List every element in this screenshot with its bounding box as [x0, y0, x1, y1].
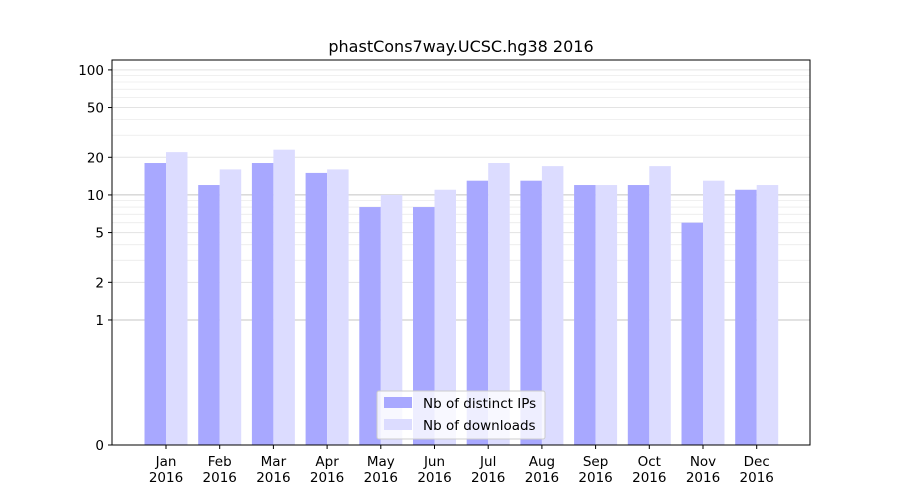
bar-downloads	[541, 166, 564, 445]
bar-downloads	[327, 169, 349, 445]
x-axis: Jan2016Feb2016Mar2016Apr2016May2016Jun20…	[149, 445, 774, 486]
x-tick-label-month: Sep	[583, 454, 608, 470]
y-tick-label: 2	[95, 275, 104, 291]
bar-downloads	[488, 163, 510, 445]
y-tick-label: 100	[78, 63, 104, 79]
y-tick-label: 5	[95, 226, 104, 242]
x-tick-label-month: Nov	[690, 454, 716, 470]
bar-distinct-ips	[520, 180, 542, 445]
bar-downloads	[380, 194, 403, 445]
bar-distinct-ips	[251, 163, 274, 445]
bar-distinct-ips	[305, 172, 328, 445]
y-tick-label: 50	[87, 101, 104, 117]
x-tick-label-year: 2016	[203, 470, 237, 486]
chart-title: phastCons7way.UCSC.hg38 2016	[328, 37, 593, 56]
y-tick-label: 20	[87, 150, 104, 166]
bars	[144, 149, 779, 446]
bar-distinct-ips	[359, 207, 381, 445]
bar-downloads	[756, 185, 779, 445]
x-tick-label-year: 2016	[310, 470, 344, 486]
x-tick-label-month: Jan	[155, 454, 177, 470]
bar-distinct-ips	[574, 185, 596, 445]
bar-downloads	[273, 149, 295, 446]
legend-box	[376, 390, 546, 440]
bar-distinct-ips	[627, 185, 650, 445]
x-tick-label-year: 2016	[686, 470, 720, 486]
x-tick-label-year: 2016	[417, 470, 451, 486]
bar-distinct-ips	[144, 163, 166, 445]
x-tick-label-year: 2016	[471, 470, 505, 486]
y-tick-label: 0	[95, 438, 104, 454]
legend-label-ips: Nb of distinct IPs	[423, 396, 536, 412]
x-tick-label-month: Jul	[479, 454, 496, 470]
y-tick-label: 10	[87, 188, 104, 204]
plot-frame	[111, 59, 811, 446]
bar-downloads	[219, 169, 242, 445]
x-tick-label-month: Feb	[208, 454, 232, 470]
bar-downloads	[434, 189, 456, 445]
bar-downloads	[595, 185, 618, 445]
x-tick-label-year: 2016	[364, 470, 398, 486]
bar-downloads	[703, 180, 725, 445]
legend-swatch-ips	[384, 397, 412, 408]
y-axis: 0 1 2 5 10 20 50 100	[78, 63, 112, 454]
x-tick-label-month: Jun	[423, 454, 445, 470]
x-tick-label-month: Apr	[315, 454, 339, 470]
legend-swatch-downloads	[384, 419, 412, 430]
x-tick-label-month: Dec	[744, 454, 770, 470]
legend: Nb of distinct IPs Nb of downloads	[376, 390, 546, 440]
bar-distinct-ips	[198, 185, 220, 445]
bar-downloads	[166, 152, 188, 445]
bar-distinct-ips	[681, 222, 703, 445]
y-tick-label: 1	[95, 313, 104, 329]
x-tick-label-year: 2016	[525, 470, 559, 486]
legend-label-downloads: Nb of downloads	[423, 418, 536, 434]
bar-distinct-ips	[413, 207, 435, 445]
x-tick-label-month: Aug	[529, 454, 555, 470]
x-tick-label-month: Mar	[261, 454, 287, 470]
x-tick-label-year: 2016	[578, 470, 612, 486]
bar-downloads	[649, 166, 671, 445]
x-tick-label-month: May	[367, 454, 395, 470]
bar-distinct-ips	[735, 189, 757, 445]
x-tick-label-year: 2016	[149, 470, 183, 486]
x-tick-label-year: 2016	[256, 470, 290, 486]
x-tick-label-year: 2016	[740, 470, 774, 486]
x-tick-label-year: 2016	[632, 470, 666, 486]
bar-distinct-ips	[466, 180, 489, 445]
x-tick-label-month: Oct	[638, 454, 661, 470]
